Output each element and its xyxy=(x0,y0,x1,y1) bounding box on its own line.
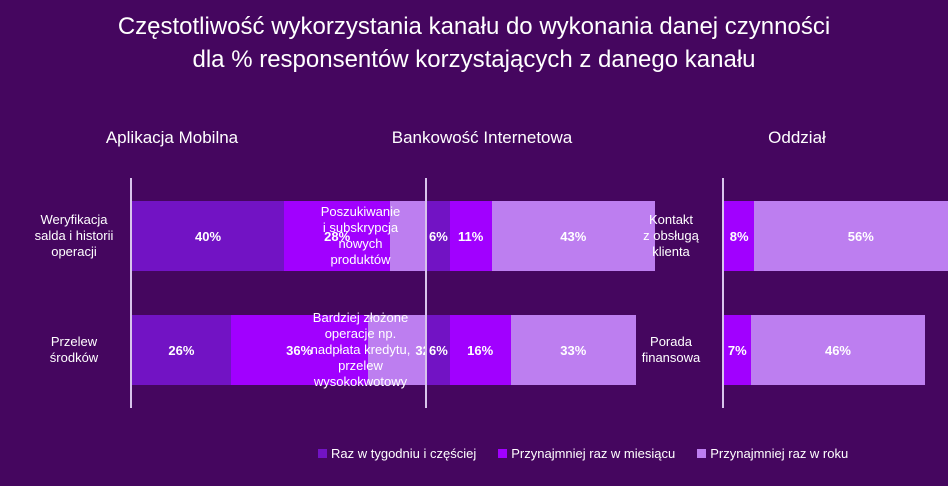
data-label: 11% xyxy=(458,228,484,244)
data-label: 36% xyxy=(286,342,313,358)
bar-aplikacja-mobilna-1-raz-w-tygodniu-i-częściej: 26% xyxy=(132,315,231,385)
category-label-oddział-1: Porada finansowa xyxy=(620,295,722,405)
data-label: 33% xyxy=(560,342,587,358)
legend-item-monthly: Przynajmniej raz w miesiącu xyxy=(498,446,675,461)
data-label: 8% xyxy=(729,228,749,244)
bar-bankowość-internetowa-1-przynajmniej-raz-w-miesiącu: 16% xyxy=(449,315,511,385)
legend-item-weekly: Raz w tygodniu i częściej xyxy=(318,446,476,461)
legend-swatch-monthly xyxy=(498,449,508,458)
bar-bankowość-internetowa-0-przynajmniej-raz-w-miesiącu: 11% xyxy=(449,201,492,271)
bar-aplikacja-mobilna-1-przynajmniej-raz-w-miesiącu: 36% xyxy=(230,315,368,385)
panel-title-aplikacja-mobilna: Aplikacja Mobilna xyxy=(105,128,239,147)
category-label-bankowość-internetowa-1: Bardziej złożone operacje np. nadpłata k… xyxy=(296,295,425,405)
bar-oddział-0-przynajmniej-raz-w-miesiącu: 8% xyxy=(724,201,755,271)
chart-title-line-1: Częstotliwość wykorzystania kanału do wy… xyxy=(117,13,831,40)
category-label-oddział-0: Kontakt z obsługą klienta xyxy=(620,181,722,291)
category-label-text: Poszukiwanie i subskrypcja nowych produk… xyxy=(320,204,401,267)
bar-oddział-1-przynajmniej-raz-w-miesiącu: 7% xyxy=(724,315,751,385)
bar-bankowość-internetowa-1-raz-w-tygodniu-i-częściej: 6% xyxy=(427,315,450,385)
bar-oddział-0-przynajmniej-raz-w-roku: 56% xyxy=(754,201,948,271)
legend-label-weekly: Raz w tygodniu i częściej xyxy=(331,446,477,461)
data-label: 26% xyxy=(168,342,195,358)
bar-bankowość-internetowa-0-raz-w-tygodniu-i-częściej: 6% xyxy=(427,201,450,271)
data-label: 43% xyxy=(560,228,587,244)
bar-oddział-1-przynajmniej-raz-w-roku: 46% xyxy=(750,315,926,385)
legend: Raz w tygodniu i częściej Przynajmniej r… xyxy=(318,446,870,461)
legend-swatch-weekly xyxy=(318,449,327,458)
bar-aplikacja-mobilna-0-przynajmniej-raz-w-miesiącu: 28% xyxy=(284,201,391,271)
data-label: 56% xyxy=(847,228,874,244)
data-label: 16% xyxy=(467,342,494,358)
axis-line-aplikacja-mobilna xyxy=(130,178,132,408)
legend-label-yearly: Przynajmniej raz w roku xyxy=(710,446,849,461)
category-label-text: Kontakt z obsługą klienta xyxy=(643,212,699,259)
bar-bankowość-internetowa-1-przynajmniej-raz-w-roku: 33% xyxy=(510,315,636,385)
category-label-text: Weryfikacja salda i historii operacji xyxy=(34,212,114,259)
legend-swatch-yearly xyxy=(697,449,707,458)
data-label: 28% xyxy=(324,228,351,244)
category-label-text: Bardziej złożone operacje np. nadpłata k… xyxy=(310,310,411,389)
category-label-text: Przelew środków xyxy=(49,334,99,365)
category-label-aplikacja-mobilna-0: Weryfikacja salda i historii operacji xyxy=(18,181,130,291)
data-label: 46% xyxy=(824,342,851,358)
category-label-text: Porada finansowa xyxy=(641,334,701,365)
data-label: 6% xyxy=(429,342,448,358)
bar-aplikacja-mobilna-0-raz-w-tygodniu-i-częściej: 40% xyxy=(132,201,284,271)
chart-title-line-2: dla % responsentów korzystających z dane… xyxy=(192,46,756,73)
data-label: 7% xyxy=(727,342,747,358)
data-label: 6% xyxy=(429,228,448,244)
legend-label-monthly: Przynajmniej raz w miesiącu xyxy=(511,446,676,461)
bar-bankowość-internetowa-0-przynajmniej-raz-w-roku: 43% xyxy=(491,201,655,271)
axis-line-oddział xyxy=(722,178,724,408)
axis-line-bankowość-internetowa xyxy=(425,178,427,408)
category-label-bankowość-internetowa-0: Poszukiwanie i subskrypcja nowych produk… xyxy=(296,181,425,291)
data-label: 40% xyxy=(194,228,222,244)
panel-title-oddział: Oddział xyxy=(768,128,826,147)
legend-item-yearly: Przynajmniej raz w roku xyxy=(697,446,848,461)
panel-title-bankowość-internetowa: Bankowość Internetowa xyxy=(391,128,573,147)
chart-title: Częstotliwość wykorzystania kanału do wy… xyxy=(0,10,948,76)
category-label-aplikacja-mobilna-1: Przelew środków xyxy=(18,295,130,405)
